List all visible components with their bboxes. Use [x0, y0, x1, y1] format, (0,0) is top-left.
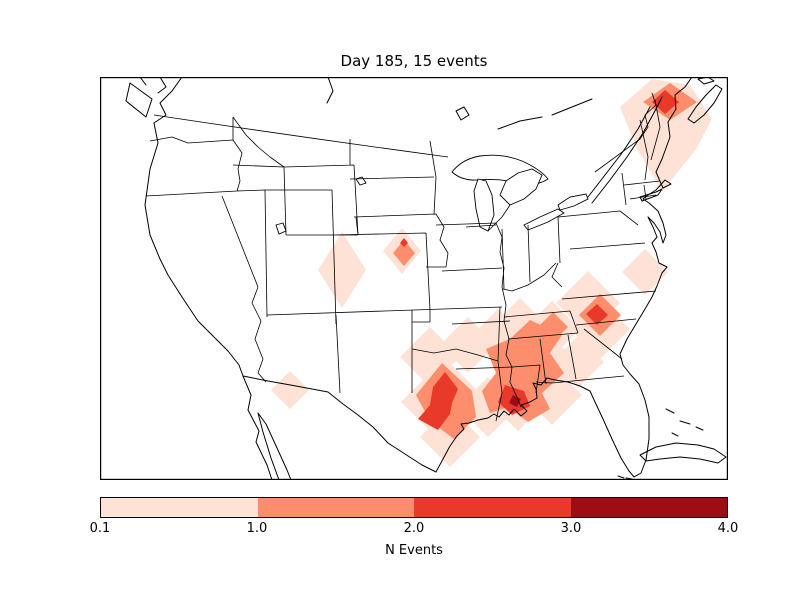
contour-region-light	[318, 232, 366, 308]
mountain-state-lines	[232, 116, 431, 311]
colorbar-segment-3	[414, 498, 571, 517]
colorbar-segment-1	[101, 498, 258, 517]
colorbar-axis-label: N Events	[385, 543, 443, 558]
mexico-border-rio-grande	[242, 375, 437, 473]
map-axes	[100, 77, 728, 480]
contour-region-salmon	[393, 240, 415, 266]
contour-region-red	[586, 304, 608, 325]
contour-region-light	[622, 249, 668, 295]
contour-layer	[271, 79, 712, 467]
canada-lakes-rivers	[326, 77, 593, 130]
colorbar-tick-0.1: 0.1	[89, 521, 111, 536]
state-boundaries-layer	[145, 92, 661, 422]
midwest-state-lines	[435, 204, 561, 408]
contour-region-darkred	[509, 395, 521, 407]
colorbar-segment-2	[257, 498, 414, 517]
colorbar-tick-labels: 0.1 1.0 2.0 3.0 4.0	[90, 521, 739, 537]
cuba	[639, 442, 727, 464]
contour-region-red	[400, 238, 408, 247]
pacific-coastline	[144, 77, 273, 480]
great-salt-lake	[275, 222, 287, 235]
colorbar-tick-4.0: 4.0	[717, 521, 739, 536]
contour-region-red	[418, 372, 458, 430]
florida-keys	[617, 475, 633, 480]
lake-ontario	[557, 193, 589, 211]
us-canada-border	[153, 92, 657, 173]
coastline-layer	[125, 77, 727, 480]
long-island	[639, 188, 663, 202]
contour-region-light	[271, 371, 309, 409]
colorbar-tick-2.0: 2.0	[403, 521, 425, 536]
nova-scotia	[687, 84, 723, 124]
southern-state-lines	[503, 290, 657, 394]
bc-coast-squiggle	[139, 77, 167, 94]
dakota-lake	[355, 176, 367, 186]
contour-region-red	[652, 90, 679, 114]
eastern-state-lines	[551, 99, 661, 288]
gulf-of-california-coastline	[257, 412, 292, 480]
colorbar-tick-3.0: 3.0	[560, 521, 582, 536]
colorbar	[100, 497, 728, 518]
lake-huron	[499, 168, 543, 206]
vancouver-island	[125, 82, 153, 118]
map-frame	[100, 77, 728, 480]
colorbar-tick-1.0: 1.0	[246, 521, 268, 536]
great-lakes-layer	[275, 154, 589, 235]
st-lawrence-river	[587, 96, 663, 204]
plains-state-lines	[349, 140, 503, 422]
bahamas-islands	[665, 408, 704, 437]
western-state-lines	[145, 117, 503, 394]
us-map-svg	[100, 77, 728, 480]
plot-title: Day 185, 15 events	[340, 52, 488, 70]
colorbar-segment-4	[570, 498, 727, 517]
